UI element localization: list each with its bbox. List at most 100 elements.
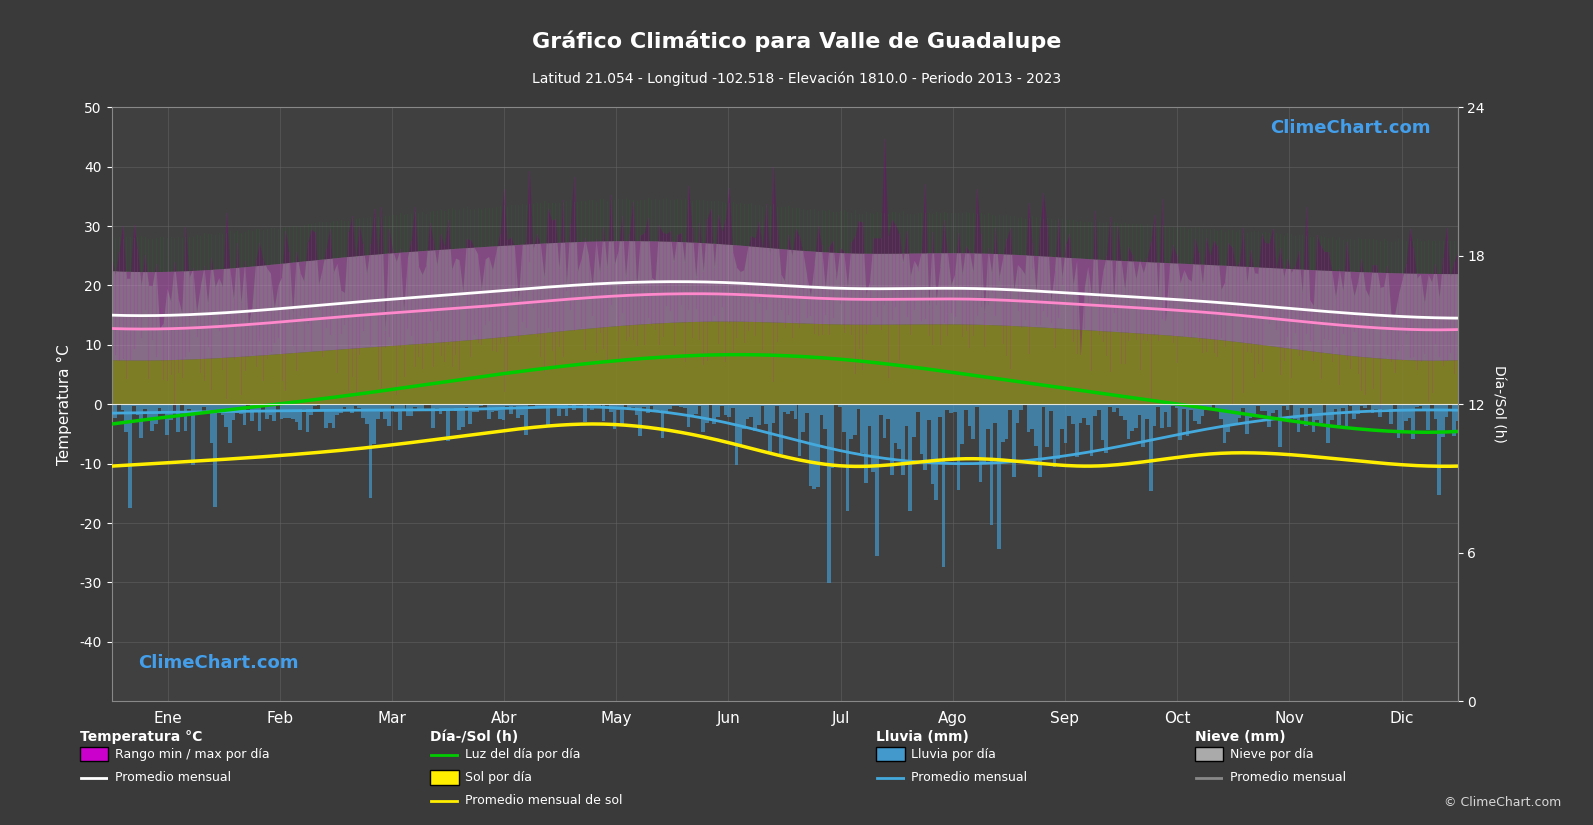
Bar (147, 404, 150, 421)
Text: ClimeChart.com: ClimeChart.com (1270, 119, 1431, 137)
Bar (1109, 404, 1112, 408)
Bar (894, 404, 897, 443)
Bar (953, 404, 956, 412)
Bar (597, 404, 602, 408)
Bar (1204, 404, 1207, 410)
Bar (298, 404, 303, 431)
Bar (413, 404, 417, 407)
Text: Luz del día por día: Luz del día por día (465, 747, 581, 761)
Bar (239, 404, 242, 413)
Bar (1415, 404, 1419, 408)
Bar (213, 404, 217, 507)
Text: Lluvia por día: Lluvia por día (911, 747, 996, 761)
Bar (871, 404, 875, 472)
Text: Sol por día: Sol por día (465, 771, 532, 784)
Bar (868, 404, 871, 426)
Bar (989, 404, 994, 525)
Bar (717, 404, 720, 417)
Bar (435, 404, 438, 408)
Bar (465, 404, 468, 407)
Bar (1123, 404, 1126, 420)
Bar (620, 404, 624, 425)
Bar (846, 404, 849, 512)
Bar (284, 404, 287, 417)
Bar (1297, 404, 1300, 432)
Bar (1115, 404, 1120, 408)
Bar (956, 404, 961, 490)
Bar (645, 404, 650, 413)
Bar (1171, 404, 1174, 406)
Bar (1344, 404, 1349, 430)
Bar (1160, 404, 1163, 428)
Bar (1064, 404, 1067, 443)
Bar (749, 404, 753, 417)
Bar (491, 404, 494, 412)
Bar (113, 404, 116, 418)
Bar (723, 404, 728, 416)
Bar (664, 404, 667, 413)
Bar (468, 404, 472, 424)
Bar (753, 404, 757, 431)
Bar (295, 404, 298, 422)
Bar (1359, 404, 1364, 406)
Bar (835, 404, 838, 405)
Bar (1000, 404, 1005, 442)
Bar (661, 404, 664, 438)
Bar (1163, 404, 1168, 412)
Text: Gráfico Climático para Valle de Guadalupe: Gráfico Climático para Valle de Guadalup… (532, 31, 1061, 52)
Bar (191, 404, 194, 465)
Bar (945, 404, 949, 410)
Bar (1196, 404, 1201, 423)
Bar (1448, 404, 1453, 405)
Bar (1053, 404, 1056, 467)
Bar (1145, 404, 1149, 419)
Bar (1333, 404, 1338, 408)
Bar (656, 404, 661, 410)
Bar (1286, 404, 1289, 411)
Bar (135, 404, 139, 415)
Bar (975, 404, 978, 408)
Bar (683, 404, 687, 408)
Bar (261, 404, 264, 406)
Bar (1349, 404, 1352, 406)
Bar (538, 404, 542, 407)
Bar (225, 404, 228, 427)
Bar (513, 404, 516, 406)
Bar (323, 404, 328, 428)
Bar (479, 404, 483, 406)
Text: Latitud 21.054 - Longitud -102.518 - Elevación 1810.0 - Periodo 2013 - 2023: Latitud 21.054 - Longitud -102.518 - Ele… (532, 71, 1061, 86)
Bar (919, 404, 924, 455)
Bar (1316, 404, 1319, 420)
Bar (1308, 404, 1311, 408)
Bar (161, 404, 166, 413)
Bar (1201, 404, 1204, 416)
Bar (476, 404, 479, 412)
Bar (841, 404, 846, 432)
Bar (483, 404, 487, 405)
Bar (1137, 404, 1142, 415)
Bar (199, 404, 202, 412)
Bar (1190, 404, 1193, 410)
Bar (746, 404, 749, 419)
Bar (798, 404, 801, 456)
Bar (690, 404, 695, 415)
Bar (790, 404, 793, 411)
Bar (401, 404, 406, 411)
Bar (505, 404, 510, 406)
Bar (406, 404, 409, 416)
Bar (1274, 404, 1278, 410)
Bar (155, 404, 158, 424)
Bar (387, 404, 390, 427)
Bar (1282, 404, 1286, 406)
Bar (1437, 404, 1442, 495)
Bar (188, 404, 191, 408)
Bar (409, 404, 413, 417)
Bar (583, 404, 586, 422)
Bar (1255, 404, 1260, 406)
Bar (793, 404, 798, 418)
Bar (166, 404, 169, 435)
Bar (1403, 404, 1408, 421)
Bar (177, 404, 180, 432)
Bar (698, 404, 701, 406)
Bar (1311, 404, 1316, 431)
